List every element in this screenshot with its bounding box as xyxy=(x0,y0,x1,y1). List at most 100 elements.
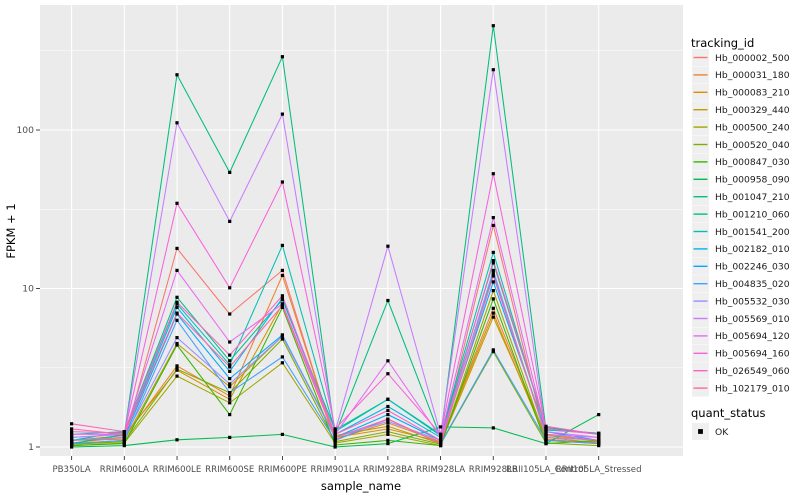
x-tick-label: RRIM600SE xyxy=(205,465,254,475)
data-point xyxy=(70,427,74,431)
data-point xyxy=(228,170,232,174)
data-point xyxy=(175,305,179,309)
data-point xyxy=(280,334,284,338)
x-tick-label: RRIM600LA xyxy=(100,465,149,475)
data-point xyxy=(491,350,495,354)
data-point xyxy=(280,296,284,300)
x-tick-label: RRIM600LE xyxy=(153,465,202,475)
x-axis-title: sample_name xyxy=(321,479,401,493)
data-point xyxy=(386,427,390,431)
data-point xyxy=(386,359,390,363)
data-point xyxy=(491,280,495,284)
data-point xyxy=(386,397,390,401)
data-point xyxy=(228,382,232,386)
data-point xyxy=(175,300,179,304)
data-point xyxy=(228,397,232,401)
data-point xyxy=(439,435,443,439)
x-tick-label: RRII105LA_Stressed xyxy=(556,465,642,475)
data-point xyxy=(386,424,390,428)
data-point xyxy=(280,268,284,272)
x-tick-label: RRIM928LA xyxy=(416,465,465,475)
legend-label-Hb_005532_030: Hb_005532_030 xyxy=(715,296,790,307)
data-point xyxy=(175,318,179,322)
data-point xyxy=(544,435,548,439)
data-point xyxy=(280,180,284,184)
x-tick-label: RRII105LA_Control xyxy=(506,465,586,475)
data-point xyxy=(228,340,232,344)
data-point xyxy=(597,413,601,417)
data-point xyxy=(280,304,284,308)
legend-label-Hb_001541_200: Hb_001541_200 xyxy=(715,227,790,238)
data-point xyxy=(280,355,284,359)
data-point xyxy=(439,438,443,442)
legend-tracking-id-title: tracking_id xyxy=(691,36,754,50)
data-point xyxy=(491,348,495,352)
data-point xyxy=(175,311,179,315)
data-point xyxy=(491,271,495,275)
legend-label-Hb_000083_210: Hb_000083_210 xyxy=(715,88,790,99)
legend-quant-status-entries: OK xyxy=(692,423,729,440)
data-point xyxy=(122,444,126,448)
y-tick-label: 10 xyxy=(22,284,34,295)
data-point xyxy=(333,443,337,447)
y-axis-title: FPKM + 1 xyxy=(4,203,18,258)
data-point xyxy=(491,261,495,265)
data-point xyxy=(439,444,443,448)
data-point xyxy=(175,246,179,250)
data-point xyxy=(228,219,232,223)
data-point xyxy=(386,430,390,434)
legend-label-Hb_000847_030: Hb_000847_030 xyxy=(715,157,790,168)
data-point xyxy=(228,353,232,357)
data-point xyxy=(175,364,179,368)
legend-label-Hb_001047_210: Hb_001047_210 xyxy=(715,192,790,203)
data-point xyxy=(70,442,74,446)
data-point xyxy=(122,432,126,436)
data-point xyxy=(280,302,284,306)
data-point xyxy=(597,444,601,448)
data-point xyxy=(228,385,232,389)
data-point xyxy=(333,432,337,436)
data-point xyxy=(491,289,495,293)
legend-label-Hb_000031_180: Hb_000031_180 xyxy=(715,70,790,81)
data-point xyxy=(228,401,232,405)
data-point xyxy=(175,367,179,371)
data-point xyxy=(491,172,495,176)
x-tick-label: RRIM901LA xyxy=(311,465,360,475)
data-point xyxy=(597,442,601,446)
legend-label-Hb_026549_060: Hb_026549_060 xyxy=(715,366,790,377)
data-point xyxy=(544,432,548,436)
data-point xyxy=(491,306,495,310)
data-point xyxy=(386,419,390,423)
legend-label-Hb_004835_020: Hb_004835_020 xyxy=(715,279,790,290)
data-point xyxy=(70,430,74,434)
data-point xyxy=(439,425,443,429)
data-point xyxy=(228,435,232,439)
data-point xyxy=(280,243,284,247)
data-point xyxy=(597,432,601,436)
legend-label-Hb_002182_010: Hb_002182_010 xyxy=(715,244,790,255)
data-point xyxy=(280,432,284,436)
y-tick-label: 1 xyxy=(28,442,34,453)
data-point xyxy=(386,438,390,442)
data-point xyxy=(228,391,232,395)
legend-label-Hb_005694_160: Hb_005694_160 xyxy=(715,349,790,360)
data-point xyxy=(70,432,74,436)
data-point xyxy=(386,298,390,303)
x-axis-tick-labels: PB350LA RRIM600LA RRIM600LE RRIM600SE RRIM60… xyxy=(52,465,641,475)
legend-quant-status-title: quant_status xyxy=(691,406,766,420)
data-point xyxy=(597,438,601,442)
data-point xyxy=(544,442,548,446)
legend-label-Hb_000958_090: Hb_000958_090 xyxy=(715,175,790,186)
data-point xyxy=(333,430,337,434)
data-point xyxy=(544,427,548,431)
data-point xyxy=(491,24,495,28)
legend-label-Hb_102179_010: Hb_102179_010 xyxy=(715,383,790,394)
data-point xyxy=(175,336,179,340)
data-point xyxy=(491,259,495,263)
x-tick-label: RRIM928BA xyxy=(363,465,413,475)
series-points xyxy=(70,24,601,449)
axis-tick-marks xyxy=(36,129,600,460)
data-point xyxy=(491,311,495,315)
legend-label-Hb_001210_060: Hb_001210_060 xyxy=(715,209,790,220)
